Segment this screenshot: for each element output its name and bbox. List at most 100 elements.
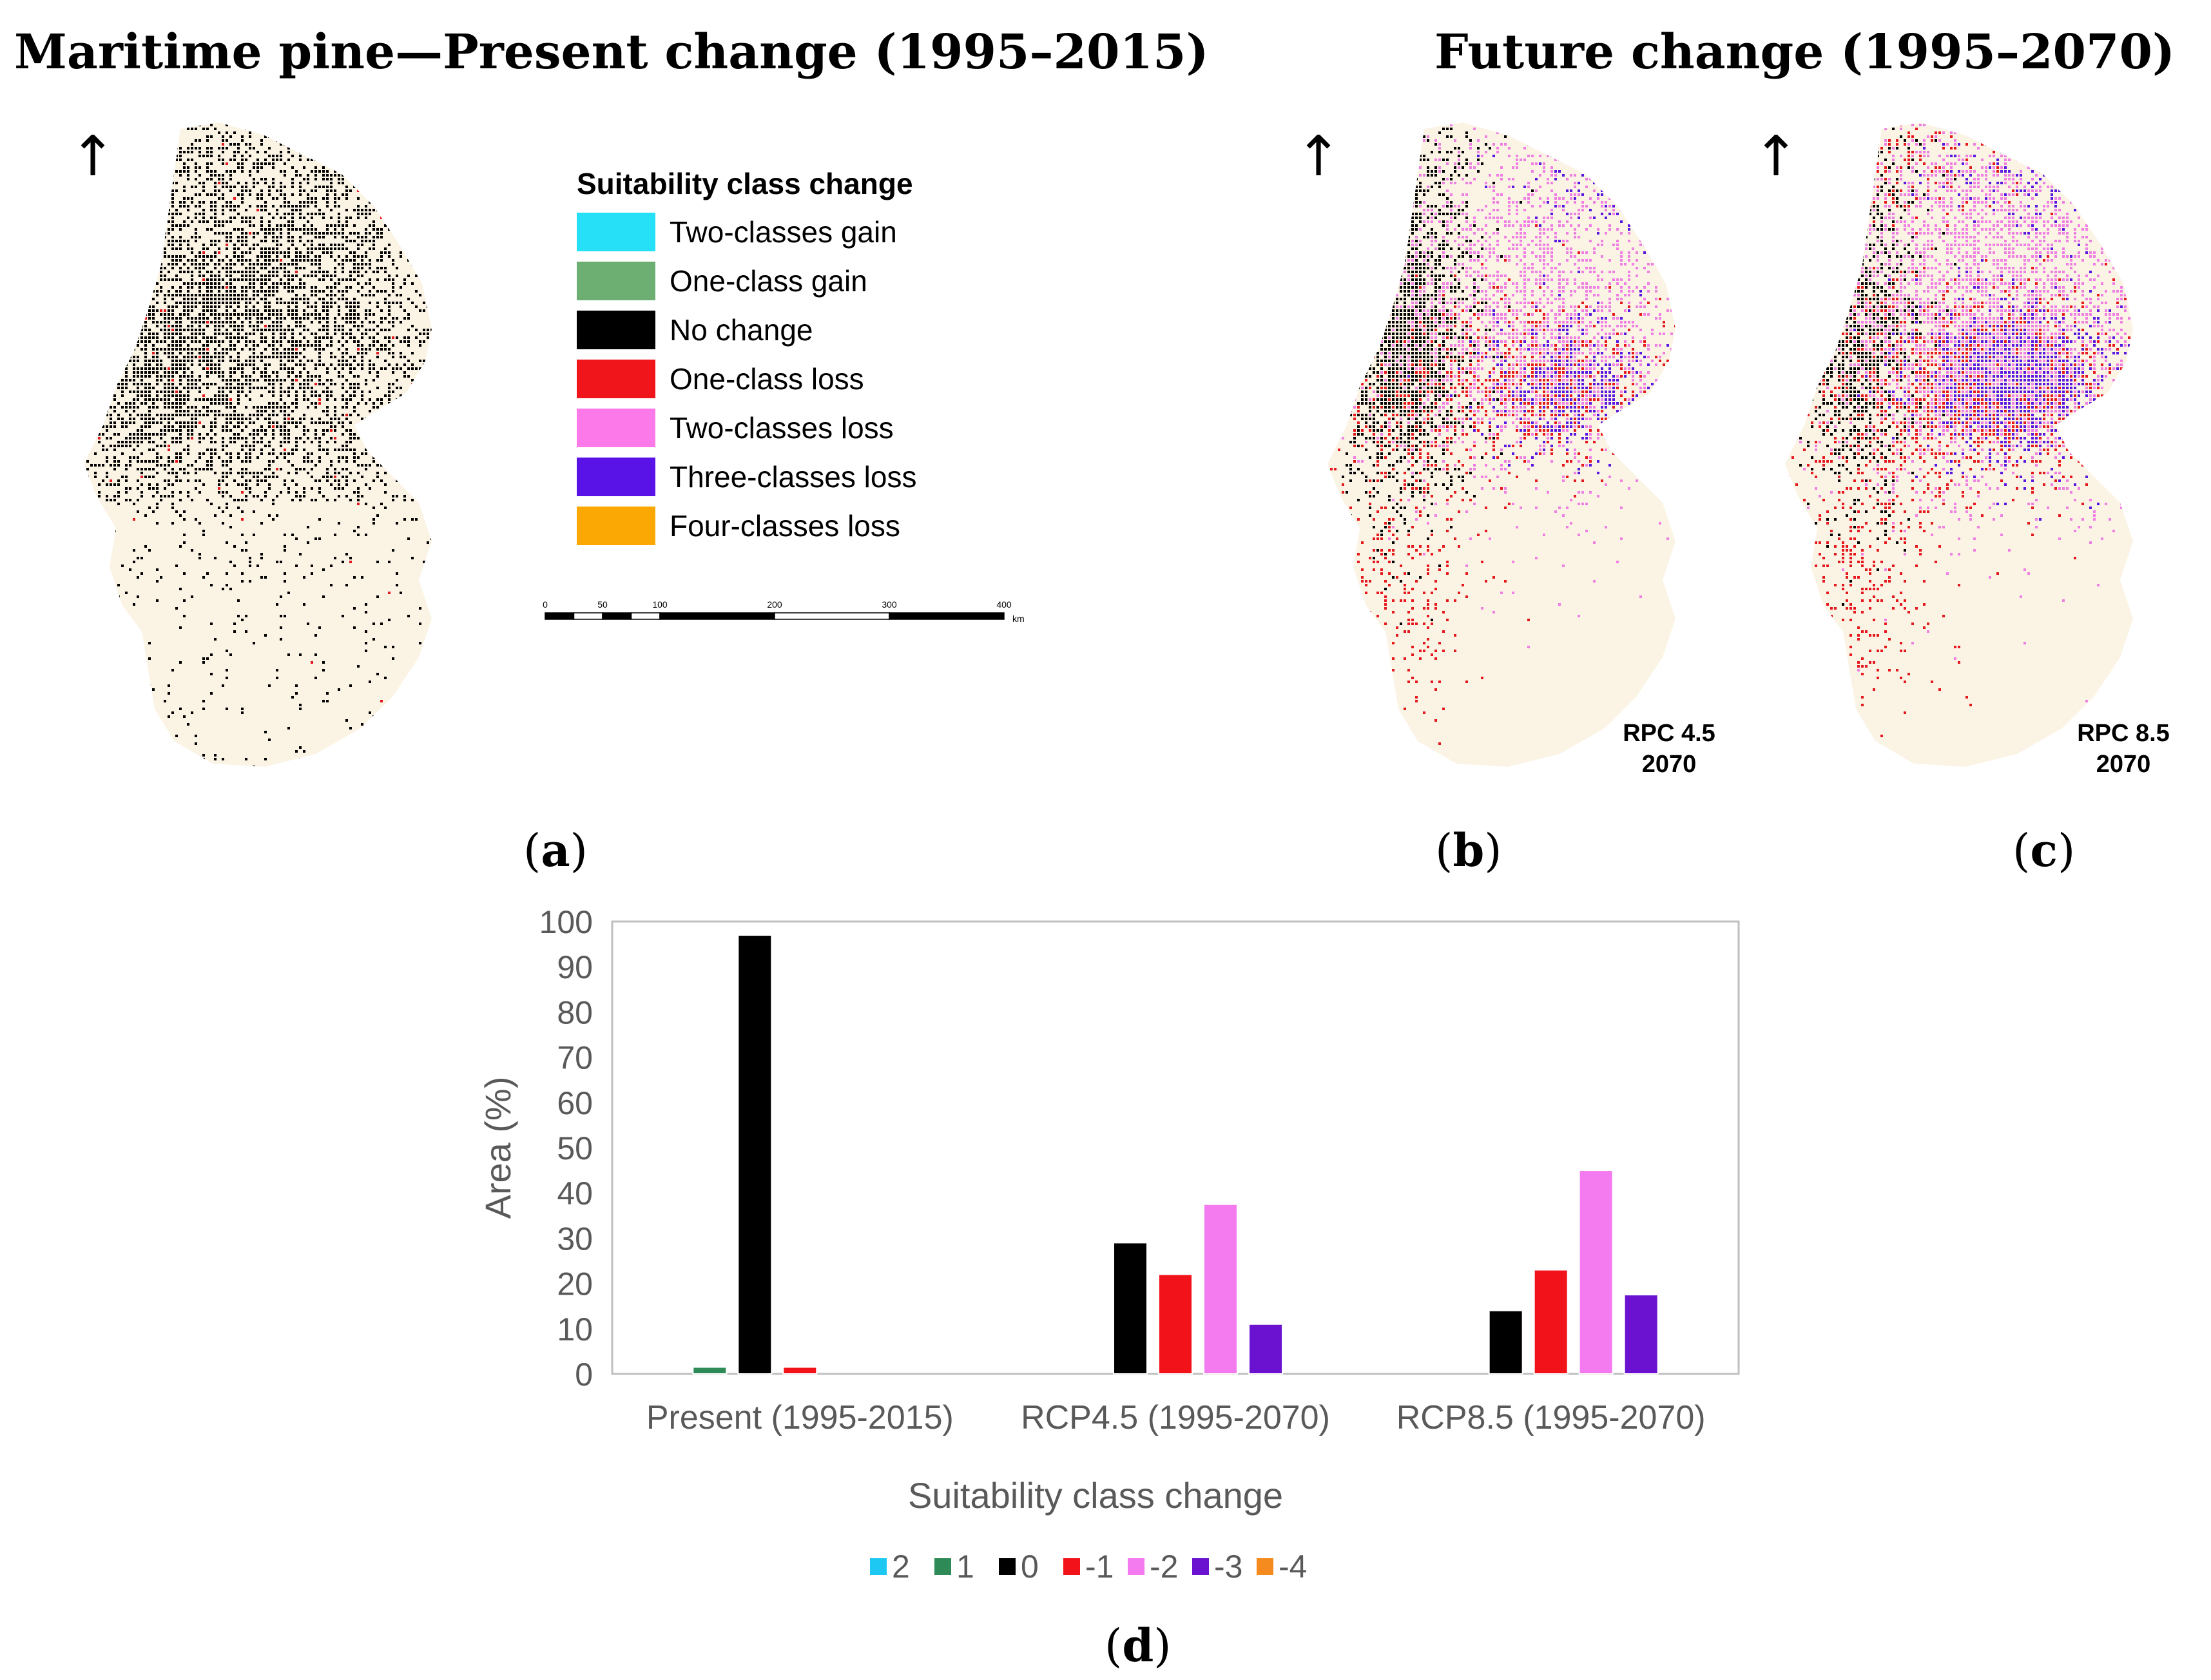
scale-tick-label: 0 — [543, 599, 548, 610]
bar-2-series--1 — [1533, 1269, 1569, 1375]
map-a-present — [84, 122, 432, 767]
legend-label-2: 2 — [892, 1549, 910, 1585]
map-class-pixels — [84, 122, 432, 767]
y-tick-label: 60 — [557, 1085, 593, 1121]
legend-swatch — [577, 360, 655, 398]
bar-2-series--2 — [1578, 1170, 1614, 1375]
y-tick-label: 80 — [557, 994, 593, 1030]
legend-label: One-class loss — [670, 362, 864, 396]
north-arrow-icon: ↑ — [1753, 124, 1800, 189]
y-tick-label: 40 — [557, 1175, 593, 1212]
panel-label-close: ) — [1154, 1619, 1172, 1672]
legend-swatch — [577, 262, 655, 300]
legend-label: No change — [670, 313, 813, 347]
bar-1-series--2 — [1203, 1203, 1238, 1375]
north-arrow-icon: ↑ — [1295, 124, 1342, 189]
legend-label--1: -1 — [1085, 1549, 1114, 1585]
map-b-label-year: 2070 — [1641, 750, 1697, 778]
panel-label-b: (b) — [1435, 824, 1502, 877]
panel-label-c: (c) — [2013, 824, 2075, 877]
bar-1-series-0 — [1113, 1242, 1148, 1375]
scale-segment — [573, 612, 603, 620]
panel-label-a: (a) — [523, 824, 588, 877]
legend-label-0: 0 — [1021, 1549, 1039, 1585]
panel-label-close: ) — [2057, 824, 2076, 877]
map-b-label: RPC 4.5 2070 — [1605, 719, 1733, 780]
bars — [692, 934, 1659, 1375]
y-tick-label: 10 — [557, 1311, 593, 1347]
legend-label: One-class gain — [670, 264, 867, 298]
map-class-pixels — [1785, 122, 1956, 606]
scale-tick-label: 100 — [652, 599, 668, 610]
legend-label-1: 1 — [956, 1549, 974, 1585]
legend-swatch--1 — [1063, 1558, 1080, 1575]
map-legend-item: Four-classes loss — [577, 501, 916, 550]
scale-bar-segments — [545, 612, 1005, 620]
legend-swatch-1 — [934, 1558, 951, 1575]
y-tick-label: 20 — [557, 1266, 593, 1302]
scale-bar-unit: km — [1012, 613, 1025, 624]
panel-label-letter: a — [541, 824, 570, 877]
y-tick-label: 30 — [557, 1221, 593, 1257]
bar-1-series--3 — [1248, 1323, 1283, 1375]
map-legend-item: One-class gain — [577, 256, 916, 305]
y-tick-label: 0 — [575, 1357, 593, 1393]
map-class-pixels — [1785, 122, 2133, 702]
legend-swatch — [577, 507, 655, 545]
y-axis-ticks: 0 10 20 30 40 50 60 70 80 90 100 — [539, 904, 593, 1393]
legend-label--2: -2 — [1150, 1549, 1178, 1585]
panel-label-d: (d) — [1105, 1619, 1172, 1672]
bar-2-series--3 — [1623, 1294, 1659, 1375]
panel-label-close: ) — [1484, 824, 1502, 877]
y-tick-label: 70 — [557, 1040, 593, 1076]
scale-segment — [889, 612, 1005, 620]
legend-swatch — [577, 311, 655, 349]
x-tick-label: RCP4.5 (1995-2070) — [1021, 1399, 1330, 1436]
map-b-label-scenario: RPC 4.5 — [1623, 720, 1715, 747]
map-pixels — [84, 122, 432, 767]
map-legend-item: Three-classes loss — [577, 452, 916, 501]
map-legend: Suitability class change Two-classes gai… — [577, 166, 916, 550]
map-legend-item: No change — [577, 305, 916, 354]
map-legend-items: Two-classes gain One-class gain No change O… — [577, 208, 916, 550]
legend-label: Two-classes loss — [670, 411, 894, 445]
panel-label-letter: c — [2030, 824, 2058, 877]
map-c-rcp85 — [1785, 122, 2133, 767]
x-tick-label: Present (1995-2015) — [646, 1399, 954, 1436]
title-future-change: Future change (1995–2070) — [1434, 24, 2175, 80]
panel-label-letter: b — [1453, 824, 1485, 877]
scale-tick-label: 50 — [597, 599, 608, 610]
map-legend-heading: Suitability class change — [577, 167, 913, 200]
map-land — [84, 122, 432, 767]
map-land — [1328, 122, 1675, 767]
map-pixels — [1328, 122, 1675, 767]
legend-label: Three-classes loss — [670, 460, 917, 494]
legend-swatch--2 — [1128, 1558, 1144, 1575]
y-tick-label: 100 — [539, 904, 593, 940]
scale-segment — [545, 612, 575, 620]
bar-0-series--1 — [782, 1366, 818, 1375]
legend-swatch — [577, 213, 655, 251]
legend-label--3: -3 — [1214, 1549, 1242, 1585]
scale-bar: 0 50 100 200 300 400 km — [543, 599, 1025, 624]
x-axis-label: Suitability class change — [908, 1475, 1283, 1516]
bar-2-series-0 — [1488, 1309, 1523, 1375]
map-c-label: RPC 8.5 2070 — [2059, 719, 2188, 780]
map-legend-item: One-class loss — [577, 354, 916, 403]
y-tick-label: 90 — [557, 949, 593, 985]
scale-segment — [602, 612, 632, 620]
legend-swatch — [577, 458, 655, 496]
legend-swatch--3 — [1192, 1558, 1209, 1575]
panel-label-open: ( — [1435, 824, 1453, 877]
legend-label: Two-classes gain — [670, 215, 897, 249]
panel-label-close: ) — [570, 824, 588, 877]
map-legend-item: Two-classes loss — [577, 403, 916, 452]
scale-segment — [630, 612, 661, 620]
map-c-label-year: 2070 — [2096, 750, 2151, 778]
scale-tick-label: 300 — [882, 599, 897, 610]
chart-legend: 2 1 0 -1 -2 -3 -4 — [870, 1549, 1307, 1585]
title-present-change: Maritime pine—Present change (1995–2015) — [14, 24, 1209, 80]
map-legend-item: Two-classes gain — [577, 208, 916, 256]
panel-label-letter: d — [1122, 1619, 1154, 1672]
y-tick-label: 50 — [557, 1130, 593, 1166]
